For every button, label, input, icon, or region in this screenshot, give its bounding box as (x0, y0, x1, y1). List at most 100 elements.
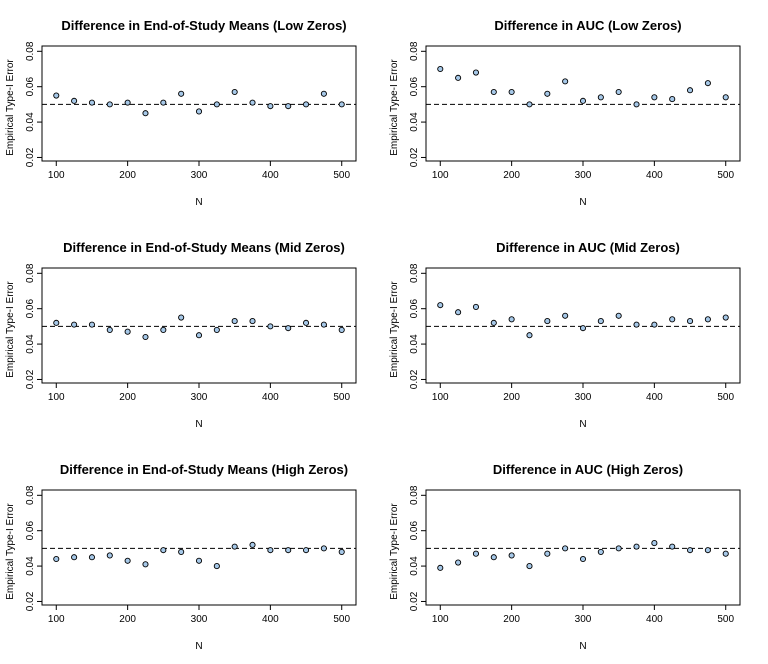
data-point (195, 108, 203, 115)
data-point (651, 540, 658, 547)
data-point (579, 97, 587, 104)
data-point (508, 88, 515, 96)
data-point (472, 303, 480, 310)
data-point (88, 321, 96, 328)
data-point (285, 103, 292, 110)
x-axis-label: N (195, 641, 202, 652)
y-tick-label: 0.08 (25, 41, 36, 61)
chart-title: Difference in AUC (Mid Zeros) (496, 240, 680, 255)
data-point (455, 559, 462, 566)
y-tick-label: 0.08 (409, 263, 420, 283)
data-point (213, 326, 220, 333)
data-point (106, 326, 113, 333)
data-point (562, 312, 569, 319)
data-point (302, 547, 310, 554)
y-tick-label: 0.02 (25, 369, 36, 389)
data-point (249, 318, 256, 325)
x-tick-label: 200 (119, 170, 136, 181)
x-tick-label: 500 (717, 392, 734, 403)
data-point (195, 557, 203, 564)
data-point (722, 550, 729, 557)
x-tick-label: 500 (717, 614, 734, 625)
data-point (704, 316, 711, 323)
data-point (669, 96, 676, 103)
data-point (437, 65, 444, 73)
x-tick-label: 100 (432, 614, 449, 625)
data-point (142, 333, 149, 341)
x-tick-label: 300 (575, 170, 592, 181)
y-tick-label: 0.08 (25, 263, 36, 283)
data-point (437, 302, 444, 309)
data-point (526, 332, 533, 339)
data-point (71, 97, 78, 104)
data-point (544, 550, 551, 557)
data-point (338, 101, 345, 108)
data-point (490, 554, 497, 561)
x-tick-label: 300 (575, 392, 592, 403)
data-point (71, 554, 78, 561)
y-tick-label: 0.04 (409, 112, 420, 132)
data-point (124, 557, 131, 564)
data-point (302, 319, 310, 326)
x-tick-label: 300 (575, 614, 592, 625)
data-point (178, 314, 185, 321)
chart-title: Difference in End-of-Study Means (Mid Ze… (63, 240, 345, 255)
x-tick-label: 400 (262, 614, 279, 625)
data-point (722, 314, 729, 321)
data-point (213, 563, 220, 570)
data-point (320, 321, 327, 328)
y-tick-label: 0.06 (25, 299, 36, 319)
y-axis-label: Empirical Type-I Error (389, 59, 400, 156)
data-point (686, 318, 694, 325)
data-point (142, 110, 149, 117)
data-point (544, 318, 551, 325)
data-point (686, 87, 694, 94)
y-tick-label: 0.02 (409, 369, 420, 389)
data-point (106, 552, 113, 559)
x-tick-label: 300 (191, 170, 208, 181)
chart-panel-3: Difference in End-of-Study Means (Mid Ze… (5, 240, 357, 430)
x-tick-label: 500 (333, 614, 350, 625)
y-tick-label: 0.04 (25, 112, 36, 132)
x-axis-label: N (195, 419, 202, 430)
x-axis-label: N (195, 197, 202, 208)
x-axis-label: N (579, 419, 586, 430)
data-point (597, 318, 604, 325)
data-point (88, 99, 96, 106)
x-tick-label: 300 (191, 614, 208, 625)
data-point (615, 545, 622, 552)
x-tick-label: 500 (717, 170, 734, 181)
data-point (633, 321, 640, 328)
data-point (508, 316, 515, 323)
x-axis-label: N (579, 197, 586, 208)
data-point (508, 552, 515, 559)
data-point (338, 548, 345, 555)
data-point (437, 564, 444, 571)
y-tick-label: 0.08 (25, 485, 36, 505)
data-point (472, 69, 480, 76)
data-point (249, 99, 256, 106)
data-point (231, 318, 238, 325)
x-tick-label: 400 (262, 392, 279, 403)
y-axis-label: Empirical Type-I Error (389, 503, 400, 600)
data-point (195, 332, 203, 339)
data-point (651, 321, 658, 328)
y-axis-label: Empirical Type-I Error (5, 59, 16, 156)
chart-title: Difference in AUC (High Zeros) (493, 462, 683, 477)
data-point (302, 101, 310, 108)
y-tick-label: 0.02 (25, 147, 36, 167)
data-point (490, 88, 497, 96)
data-point (53, 92, 60, 99)
data-point (579, 555, 587, 563)
data-point (320, 90, 327, 97)
data-point (669, 543, 676, 550)
data-point (231, 543, 238, 550)
x-tick-label: 100 (432, 392, 449, 403)
data-point (88, 554, 96, 561)
x-tick-label: 200 (503, 614, 520, 625)
data-point (53, 319, 60, 326)
data-point (178, 548, 185, 555)
data-point (160, 547, 167, 554)
y-tick-label: 0.06 (25, 77, 36, 97)
y-tick-label: 0.06 (25, 521, 36, 541)
